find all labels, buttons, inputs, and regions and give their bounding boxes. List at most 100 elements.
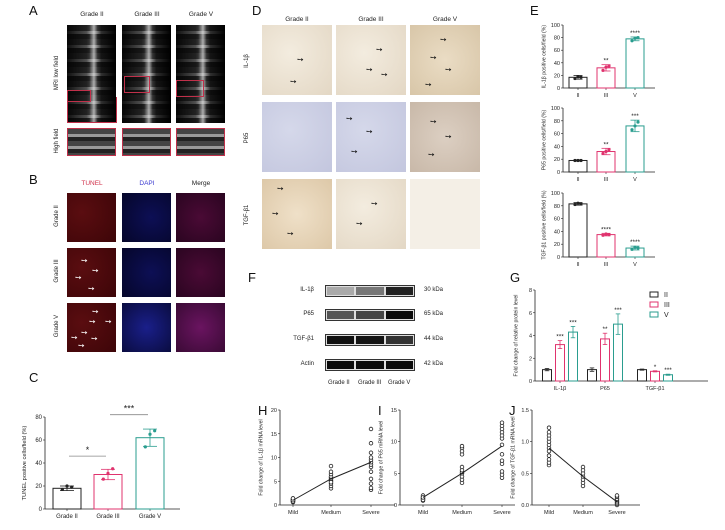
x-tick-label: TGF-β1 [645,386,664,392]
panel-label-f: F [248,270,256,285]
data-point [580,471,586,476]
bar [568,76,588,89]
data-point [290,496,296,501]
ihc-image [262,102,332,172]
a-col-header: Grade III [134,11,160,18]
data-point [420,497,426,503]
dapi-image [122,303,171,352]
arrow-icon: ➘ [343,112,355,125]
tunel-image [67,193,116,242]
data-point [546,442,552,448]
x-tick-label: II [576,93,580,99]
y-tick-label: 0 [394,503,397,509]
data-point [607,64,611,68]
data-point [630,247,634,251]
data-point [420,495,426,500]
tunel-image: ➘ ➘ ➘ ➘ [67,248,116,297]
data-point [580,483,586,489]
data-point [499,458,505,463]
data-point [60,487,64,492]
data-point [290,499,296,504]
blot-actin [325,359,415,371]
y-tick-label: 0.0 [521,503,529,509]
y-tick-label: 40 [35,461,42,467]
a-row-label: High field [54,128,60,154]
bar [613,323,623,382]
data-point [601,233,605,237]
merge-image [176,248,225,297]
data-point [368,441,374,446]
significance-stars: *** [556,334,564,341]
y-tick-label: 100 [551,106,560,112]
y-tick-label: 6 [529,311,532,317]
y-tick-label: 1.0 [521,440,529,446]
panel-label-a: A [29,3,38,18]
data-point [499,472,505,477]
high-field-image-grade-iii [122,128,171,156]
data-point [499,429,505,435]
blot-col-label: Grade III [358,380,382,386]
data-point [420,496,426,501]
d-row-label: P65 [244,132,250,144]
data-point [546,425,552,430]
significance-stars: * [86,445,90,455]
data-point [459,445,465,451]
y-tick-label: 60 [35,438,42,444]
data-point [546,453,552,458]
data-point [499,461,505,467]
data-point [546,460,552,465]
arrow-icon: ➘ [353,217,365,230]
merge-image [176,303,225,352]
panel-label-c: C [29,370,39,385]
x-tick-label: Mild [418,510,428,516]
data-point [607,233,611,237]
bar [625,247,645,258]
arrow-icon: ➘ [284,227,296,240]
y-tick-label: 40 [554,229,560,235]
data-point [290,497,296,502]
arrow-icon: ➘ [442,63,454,76]
panel-label-h: H [258,403,268,418]
data-point [368,450,374,455]
d-row-label: IL-1β [244,54,250,68]
data-point [499,433,505,438]
y-tick-label: 2 [529,356,532,362]
significance-stars: **** [601,226,612,233]
data-point [604,65,608,69]
data-point [459,448,465,454]
ihc-image: ➘ ➘ ➘ [336,102,406,172]
y-tick-label: 0 [557,86,560,92]
b-row-label: Grade II [54,205,60,227]
y-tick-label: 100 [551,191,560,197]
arrow-icon: ➘ [363,63,375,76]
data-point [328,471,334,477]
data-point [368,426,374,432]
data-point [290,498,296,503]
b-row-label: Grade III [54,259,60,283]
data-point [601,68,605,72]
y-axis-label: TGF-β1 positive cells/field (%) [541,190,547,260]
y-tick-label: 60 [554,132,560,138]
significance-stars: *** [614,307,622,314]
data-point [459,443,465,449]
y-tick-label: 80 [554,119,560,125]
data-point [153,429,157,433]
data-point [420,493,426,498]
ihc-image [410,179,480,249]
panel-label-g: G [510,270,521,285]
data-point [328,463,334,469]
panel-label-j: J [509,403,516,418]
x-tick-label: Grade II [56,514,78,520]
arrow-icon: ➘ [373,43,385,56]
blot-label: IL-1β [300,287,314,293]
trend-line [548,447,618,503]
blot-size: 65 kDa [424,311,444,317]
arrow-icon: ➘ [89,264,101,277]
arrow-icon: ➘ [294,53,306,66]
y-tick-label: 0.5 [521,471,529,477]
bar [568,203,588,258]
x-tick-label: II [576,177,580,183]
data-point [290,498,296,503]
data-point [459,469,465,475]
bar [625,125,645,173]
